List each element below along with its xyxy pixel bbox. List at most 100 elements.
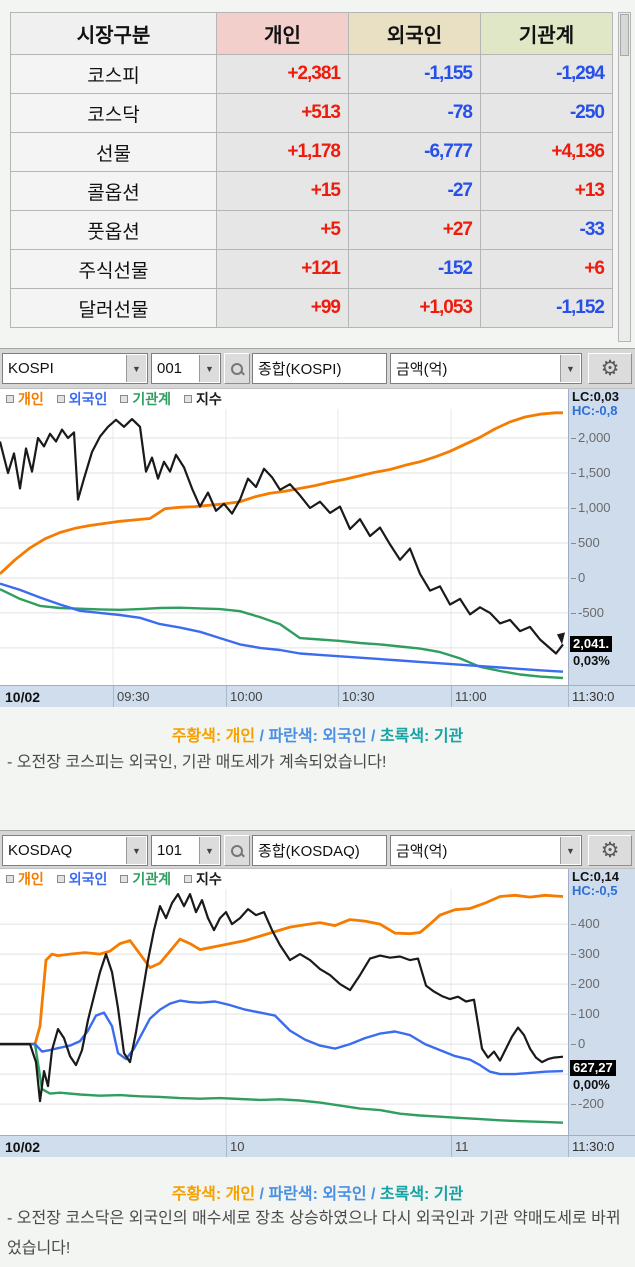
flow-value-cell: -78	[348, 93, 481, 133]
legend-item-외국인[interactable]: 외국인	[56, 869, 107, 889]
table-row: 코스피 +2,381 -1,155 -1,294	[10, 54, 613, 94]
color-key-text: 파란색: 외국인	[268, 728, 367, 745]
legend-checkbox-icon[interactable]	[6, 395, 14, 403]
search-icon	[231, 362, 245, 375]
flow-value-cell: +513	[216, 93, 349, 133]
value-axis-panel: LC:0,14 HC:-0,5 400 300 200 100 0 -200 627,27 0,0…	[568, 869, 635, 1135]
color-key-text: /	[255, 728, 269, 745]
legend-checkbox-icon[interactable]	[120, 395, 129, 403]
color-key-text: /	[255, 1186, 269, 1203]
col-header-individual: 개인	[216, 12, 349, 55]
scrollbar-thumb[interactable]	[620, 14, 629, 56]
series-line-기관계	[0, 588, 564, 680]
instrument-name-field[interactable]: 종합(KOSPI)	[252, 353, 387, 384]
series-line-외국인	[0, 999, 564, 1076]
instrument-name-field[interactable]: 종합(KOSDAQ)	[252, 835, 387, 866]
kosdaq-toolbar: KOSDAQ ▼ 101 ▼ 종합(KOSDAQ) 금액(억) ▼ ⚙	[0, 830, 635, 872]
kosdaq-caption-color-key: 주황색: 개인 / 파란색: 외국인 / 초록색: 기관	[0, 1180, 635, 1204]
code-select[interactable]: 001 ▼	[151, 353, 221, 384]
x-axis-tick-label: 11:00	[455, 689, 487, 704]
table-header-row: 시장구분 개인 외국인 기관계	[10, 12, 613, 55]
settings-button[interactable]: ⚙	[588, 835, 632, 866]
chevron-down-icon[interactable]: ▼	[199, 355, 219, 382]
code-select[interactable]: 101 ▼	[151, 835, 221, 866]
kospi-caption-text: - 오전장 코스피는 외국인, 기관 매도세가 계속되었습니다!	[7, 754, 387, 771]
legend-checkbox-icon[interactable]	[56, 875, 65, 883]
legend-checkbox-icon[interactable]	[184, 875, 193, 883]
unit-select[interactable]: 금액(억) ▼	[390, 835, 582, 866]
flow-value-cell: -1,294	[480, 54, 613, 94]
flow-value-cell: -250	[480, 93, 613, 133]
code-select-value: 001	[157, 360, 183, 377]
chevron-down-icon[interactable]: ▼	[126, 355, 146, 382]
change-percent-label: 0,03%	[573, 653, 610, 669]
unit-select-value: 금액(억)	[396, 843, 448, 860]
down-arrow-icon	[557, 632, 565, 645]
market-label-cell: 선물	[10, 132, 217, 172]
table-scrollbar[interactable]	[618, 12, 631, 342]
color-key-text: 초록색: 기관	[379, 1186, 464, 1203]
flow-value-cell: +13	[480, 171, 613, 211]
y-axis-tick-label: -200	[571, 1096, 604, 1111]
legend-checkbox-icon[interactable]	[120, 875, 129, 883]
flow-value-cell: +99	[216, 288, 349, 328]
axis-separator	[338, 686, 339, 707]
legend-label: 외국인	[68, 391, 108, 407]
legend-checkbox-icon[interactable]	[56, 395, 65, 403]
search-icon	[231, 844, 245, 857]
legend-item-개인[interactable]: 개인	[6, 869, 44, 889]
x-axis-tick-label: 10:00	[230, 689, 263, 704]
flow-value-cell: -1,155	[348, 54, 481, 94]
flow-value-cell: -27	[348, 171, 481, 211]
kosdaq-caption-text: - 오전장 코스닥은 외국인의 매수세로 장초 상승하였으나 다시 외국인과 기…	[7, 1210, 621, 1257]
legend-item-기관계[interactable]: 기관계	[120, 869, 171, 889]
unit-select[interactable]: 금액(억) ▼	[390, 353, 582, 384]
axis-separator	[568, 1136, 569, 1157]
color-key-text: 파란색: 외국인	[268, 1186, 367, 1203]
chevron-down-icon[interactable]: ▼	[560, 837, 580, 864]
market-label-cell: 주식선물	[10, 249, 217, 289]
search-button[interactable]	[224, 835, 250, 866]
legend-checkbox-icon[interactable]	[6, 875, 14, 883]
legend-item-기관계[interactable]: 기관계	[120, 389, 171, 409]
x-axis-tick-label: 10	[230, 1139, 245, 1154]
series-line-지수	[0, 892, 564, 1103]
y-axis-tick-label: 1,500	[571, 465, 611, 480]
legend-checkbox-icon[interactable]	[184, 395, 193, 403]
table-row: 콜옵션 +15 -27 +13	[10, 171, 613, 211]
flow-value-cell: +15	[216, 171, 349, 211]
y-axis-tick-label: 500	[571, 535, 600, 550]
market-label-cell: 달러선물	[10, 288, 217, 328]
table-row: 코스닥 +513 -78 -250	[10, 93, 613, 133]
flow-value-cell: +6	[480, 249, 613, 289]
market-select[interactable]: KOSDAQ ▼	[2, 835, 148, 866]
legend-label: 지수	[196, 391, 222, 407]
gear-icon: ⚙	[600, 357, 620, 380]
axis-separator	[451, 1136, 452, 1157]
time-axis-strip: 10/02 10 11 11:30:0	[0, 1135, 635, 1157]
high-change-readout: HC:-0,8	[572, 403, 618, 418]
color-key-text: 초록색: 기관	[379, 728, 464, 745]
legend-item-지수[interactable]: 지수	[184, 389, 222, 409]
legend-item-지수[interactable]: 지수	[184, 869, 222, 889]
plot-area	[0, 889, 568, 1140]
chart-legend: 개인 외국인 기관계 지수	[0, 869, 566, 889]
col-header-market: 시장구분	[10, 12, 217, 55]
x-axis-tick-label: 11	[455, 1139, 469, 1154]
y-axis-tick-label: 300	[571, 946, 600, 961]
market-label-cell: 코스피	[10, 54, 217, 94]
market-select[interactable]: KOSPI ▼	[2, 353, 148, 384]
settings-button[interactable]: ⚙	[588, 353, 632, 384]
y-axis-tick-label: 0	[571, 570, 585, 585]
chevron-down-icon[interactable]: ▼	[126, 837, 146, 864]
legend-item-외국인[interactable]: 외국인	[56, 389, 108, 409]
chevron-down-icon[interactable]: ▼	[199, 837, 219, 864]
chevron-down-icon[interactable]: ▼	[560, 355, 580, 382]
legend-item-개인[interactable]: 개인	[6, 389, 44, 409]
axis-separator	[568, 686, 569, 707]
series-line-개인	[0, 411, 563, 575]
legend-label: 기관계	[132, 871, 172, 887]
search-button[interactable]	[224, 353, 250, 384]
market-label-cell: 풋옵션	[10, 210, 217, 250]
series-line-지수	[0, 418, 564, 655]
